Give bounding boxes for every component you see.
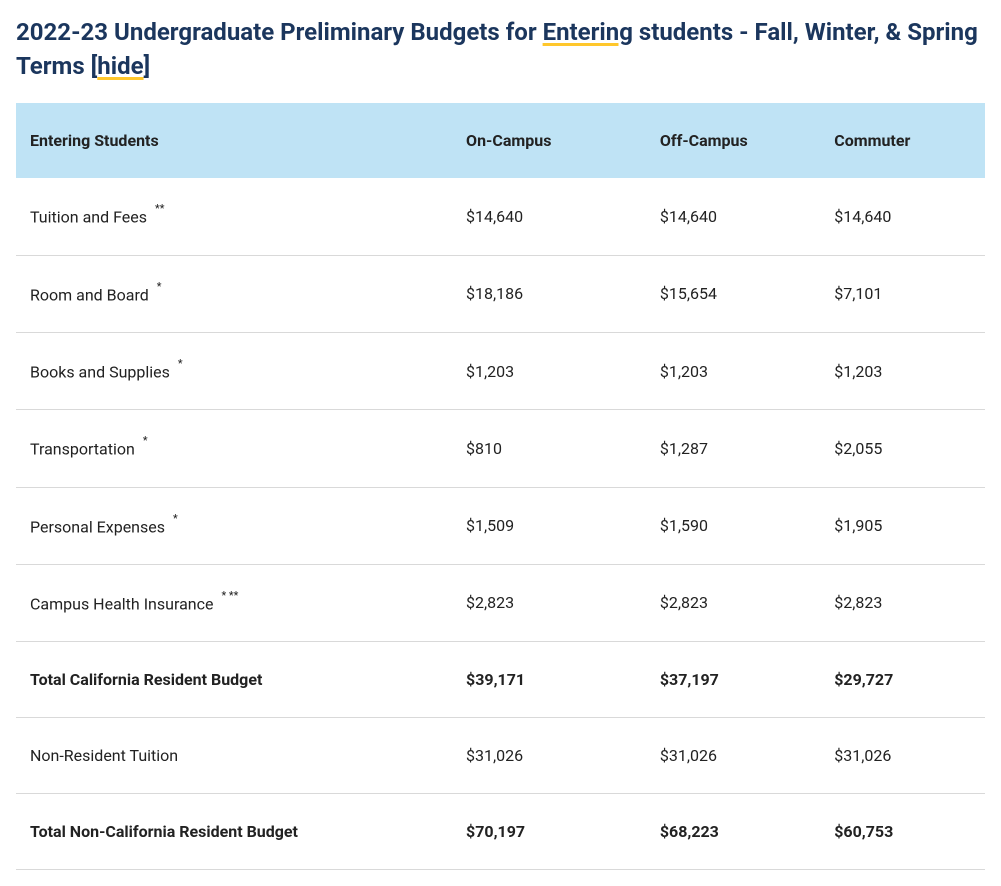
table-row: Total Non-California Resident Budget $70,… (16, 794, 985, 870)
cell-commuter: $1,203 (820, 332, 985, 409)
table-row: Tuition and Fees**$14,640$14,640$14,640 (16, 178, 985, 255)
footnote-marker: * (157, 280, 162, 293)
budget-table: Entering Students On-Campus Off-Campus C… (16, 103, 985, 870)
col-header-commuter: Commuter (820, 103, 985, 178)
row-label: Personal Expenses * (16, 487, 452, 564)
cell-off-campus: $31,026 (646, 718, 820, 794)
table-row: Non-Resident Tuition$31,026$31,026$31,02… (16, 718, 985, 794)
cell-commuter: $2,823 (820, 564, 985, 641)
cell-commuter: $29,727 (820, 642, 985, 718)
cell-on-campus: $18,186 (452, 255, 646, 332)
cell-commuter: $1,905 (820, 487, 985, 564)
cell-commuter: $7,101 (820, 255, 985, 332)
row-label: Transportation * (16, 410, 452, 487)
row-label-text: Room and Board (30, 285, 149, 304)
cell-commuter: $2,055 (820, 410, 985, 487)
cell-on-campus: $39,171 (452, 642, 646, 718)
title-post: ] (144, 52, 151, 80)
cell-off-campus: $14,640 (646, 178, 820, 255)
cell-off-campus: $15,654 (646, 255, 820, 332)
footnote-marker: * (143, 434, 148, 447)
cell-commuter: $14,640 (820, 178, 985, 255)
row-label: Non-Resident Tuition (16, 718, 452, 794)
cell-off-campus: $68,223 (646, 794, 820, 870)
footnote-marker: * ** (221, 589, 238, 602)
footnote-marker: * (178, 357, 183, 370)
row-label: Tuition and Fees ** (16, 178, 452, 255)
table-row: Total California Resident Budget$39,171$… (16, 642, 985, 718)
cell-on-campus: $2,823 (452, 564, 646, 641)
title-emph: Entering (543, 18, 633, 46)
row-label-text: Transportation (30, 440, 135, 459)
table-row: Personal Expenses * $1,509$1,590$1,905 (16, 487, 985, 564)
cell-on-campus: $14,640 (452, 178, 646, 255)
row-label: Room and Board * (16, 255, 452, 332)
row-label-text: Total California Resident Budget (30, 670, 262, 689)
cell-off-campus: $37,197 (646, 642, 820, 718)
cell-off-campus: $1,590 (646, 487, 820, 564)
table-row: Campus Health Insurance* **$2,823$2,823$… (16, 564, 985, 641)
cell-on-campus: $1,203 (452, 332, 646, 409)
cell-off-campus: $2,823 (646, 564, 820, 641)
cell-on-campus: $70,197 (452, 794, 646, 870)
cell-on-campus: $810 (452, 410, 646, 487)
table-header-row: Entering Students On-Campus Off-Campus C… (16, 103, 985, 178)
table-row: Room and Board * $18,186$15,654$7,101 (16, 255, 985, 332)
cell-off-campus: $1,287 (646, 410, 820, 487)
col-header-on-campus: On-Campus (452, 103, 646, 178)
cell-commuter: $60,753 (820, 794, 985, 870)
cell-commuter: $31,026 (820, 718, 985, 794)
table-row: Books and Supplies*$1,203$1,203$1,203 (16, 332, 985, 409)
cell-off-campus: $1,203 (646, 332, 820, 409)
row-label-text: Books and Supplies (30, 362, 170, 381)
col-header-label: Entering Students (16, 103, 452, 178)
row-label: Books and Supplies * (16, 332, 452, 409)
row-label-text: Campus Health Insurance (30, 594, 213, 613)
title-pre: 2022-23 Undergraduate Preliminary Budget… (16, 18, 543, 46)
row-label-text: Personal Expenses (30, 517, 165, 536)
cell-on-campus: $1,509 (452, 487, 646, 564)
row-label-text: Total Non-California Resident Budget (30, 822, 298, 841)
row-label: Total California Resident Budget (16, 642, 452, 718)
footnote-marker: * (173, 512, 178, 525)
col-header-off-campus: Off-Campus (646, 103, 820, 178)
cell-on-campus: $31,026 (452, 718, 646, 794)
row-label-text: Non-Resident Tuition (30, 746, 178, 765)
table-row: Transportation * $810$1,287$2,055 (16, 410, 985, 487)
budget-table-body: Tuition and Fees**$14,640$14,640$14,640R… (16, 178, 985, 869)
hide-link[interactable]: hide (97, 52, 143, 80)
row-label: Campus Health Insurance * ** (16, 564, 452, 641)
footnote-marker: ** (155, 202, 164, 215)
row-label-text: Tuition and Fees (30, 208, 147, 227)
page-title: 2022-23 Undergraduate Preliminary Budget… (16, 16, 985, 83)
row-label: Total Non-California Resident Budget (16, 794, 452, 870)
